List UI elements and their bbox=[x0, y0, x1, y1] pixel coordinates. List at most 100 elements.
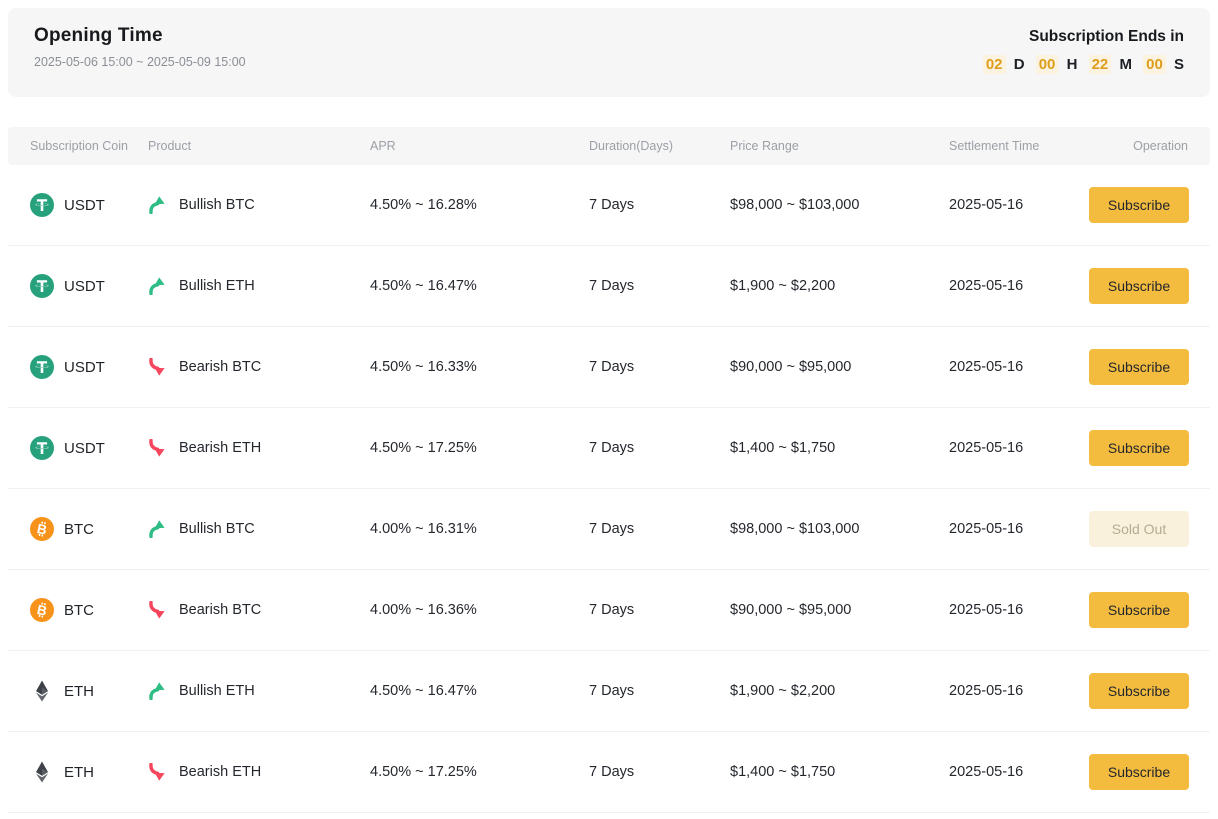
product-cell: Bullish ETH bbox=[148, 277, 370, 296]
column-header-subscription-coin: Subscription Coin bbox=[30, 139, 128, 153]
subscription-coin-cell: B USDT bbox=[30, 193, 148, 217]
subscription-coin-cell: B BTC bbox=[30, 598, 148, 622]
table-row: B ETH bbox=[8, 651, 1210, 732]
opening-time-card: Opening Time 2025-05-06 15:00 ~ 2025-05-… bbox=[8, 8, 1210, 97]
bullish-arrow-icon bbox=[148, 520, 166, 539]
settlement-time-value: 2025-05-16 bbox=[949, 521, 1024, 537]
subscribe-button[interactable]: Subscribe bbox=[1089, 187, 1189, 223]
apr-value: 4.50% ~ 17.25% bbox=[370, 764, 477, 780]
product-cell: Bullish BTC bbox=[148, 520, 370, 539]
coin-label: ETH bbox=[64, 682, 94, 700]
apr-value: 4.50% ~ 17.25% bbox=[370, 440, 477, 456]
bullish-arrow-icon bbox=[148, 196, 166, 215]
duration-value: 7 Days bbox=[589, 197, 635, 213]
subscription-coin-cell: B ETH bbox=[30, 679, 148, 703]
countdown-hours-unit: H bbox=[1066, 56, 1078, 73]
subscription-coin-cell: B USDT bbox=[30, 436, 148, 460]
sold-out-button: Sold Out bbox=[1089, 511, 1189, 547]
duration-value: 7 Days bbox=[589, 359, 635, 375]
bearish-arrow-icon bbox=[148, 762, 166, 781]
table-row: B BTC bbox=[8, 570, 1210, 651]
bearish-arrow-icon bbox=[148, 357, 166, 376]
svg-text:B: B bbox=[36, 521, 49, 538]
coin-label: USDT bbox=[64, 439, 105, 457]
settlement-time-value: 2025-05-16 bbox=[949, 278, 1024, 294]
usdt-icon bbox=[30, 436, 54, 460]
table-body: B USDT bbox=[8, 165, 1210, 813]
product-label: Bullish ETH bbox=[179, 683, 255, 699]
coin-label: USDT bbox=[64, 358, 105, 376]
subscribe-button[interactable]: Subscribe bbox=[1089, 754, 1189, 790]
usdt-icon bbox=[30, 274, 54, 298]
bullish-arrow-icon bbox=[148, 277, 166, 296]
settlement-time-value: 2025-05-16 bbox=[949, 197, 1024, 213]
product-cell: Bearish ETH bbox=[148, 438, 370, 457]
eth-icon bbox=[30, 760, 54, 784]
opening-time-range: 2025-05-06 15:00 ~ 2025-05-09 15:00 bbox=[34, 55, 246, 69]
countdown-days-unit: D bbox=[1013, 56, 1025, 73]
product-label: Bullish BTC bbox=[179, 521, 255, 537]
coin-label: USDT bbox=[64, 277, 105, 295]
column-header-operation: Operation bbox=[1133, 139, 1188, 153]
apr-value: 4.50% ~ 16.47% bbox=[370, 278, 477, 294]
column-header-duration: Duration(Days) bbox=[589, 139, 674, 153]
subscribe-button[interactable]: Subscribe bbox=[1089, 430, 1189, 466]
usdt-icon bbox=[30, 193, 54, 217]
coin-label: ETH bbox=[64, 763, 94, 781]
settlement-time-value: 2025-05-16 bbox=[949, 683, 1024, 699]
countdown-minutes: 22 bbox=[1088, 55, 1112, 74]
column-header-product: Product bbox=[148, 139, 192, 153]
price-range-value: $98,000 ~ $103,000 bbox=[730, 197, 860, 213]
duration-value: 7 Days bbox=[589, 683, 635, 699]
svg-text:B: B bbox=[36, 602, 49, 619]
countdown-days: 02 bbox=[982, 55, 1006, 74]
countdown-minutes-unit: M bbox=[1119, 56, 1132, 73]
subscription-table: Subscription Coin Product APR Duration(D… bbox=[8, 127, 1210, 813]
product-cell: Bearish BTC bbox=[148, 600, 370, 619]
bullish-arrow-icon bbox=[148, 682, 166, 701]
usdt-icon bbox=[30, 355, 54, 379]
product-label: Bearish ETH bbox=[179, 440, 262, 456]
price-range-value: $90,000 ~ $95,000 bbox=[730, 602, 852, 618]
bearish-arrow-icon bbox=[148, 600, 166, 619]
duration-value: 7 Days bbox=[589, 764, 635, 780]
price-range-value: $1,400 ~ $1,750 bbox=[730, 764, 836, 780]
apr-value: 4.50% ~ 16.33% bbox=[370, 359, 477, 375]
product-label: Bullish ETH bbox=[179, 278, 255, 294]
price-range-value: $90,000 ~ $95,000 bbox=[730, 359, 852, 375]
btc-icon: B bbox=[30, 517, 54, 541]
product-cell: Bearish BTC bbox=[148, 357, 370, 376]
product-label: Bearish BTC bbox=[179, 359, 262, 375]
table-row: B USDT bbox=[8, 408, 1210, 489]
apr-value: 4.50% ~ 16.28% bbox=[370, 197, 477, 213]
countdown-seconds: 00 bbox=[1143, 55, 1166, 74]
settlement-time-value: 2025-05-16 bbox=[949, 764, 1024, 780]
product-label: Bullish BTC bbox=[179, 197, 255, 213]
price-range-value: $98,000 ~ $103,000 bbox=[730, 521, 860, 537]
coin-label: USDT bbox=[64, 196, 105, 214]
product-cell: Bullish BTC bbox=[148, 196, 370, 215]
subscribe-button[interactable]: Subscribe bbox=[1089, 268, 1189, 304]
subscribe-button[interactable]: Subscribe bbox=[1089, 673, 1189, 709]
column-header-settlement-time: Settlement Time bbox=[949, 139, 1040, 153]
settlement-time-value: 2025-05-16 bbox=[949, 440, 1024, 456]
coin-label: BTC bbox=[64, 601, 94, 619]
btc-icon: B bbox=[30, 598, 54, 622]
subscribe-button[interactable]: Subscribe bbox=[1089, 592, 1189, 628]
table-row: B USDT bbox=[8, 246, 1210, 327]
price-range-value: $1,900 ~ $2,200 bbox=[730, 278, 836, 294]
subscription-coin-cell: B BTC bbox=[30, 517, 148, 541]
countdown-seconds-unit: S bbox=[1173, 56, 1184, 73]
product-cell: Bullish ETH bbox=[148, 682, 370, 701]
countdown-label: Subscription Ends in bbox=[1028, 28, 1184, 45]
countdown-timer: 02 D 00 H 22 M 00 S bbox=[982, 55, 1184, 74]
price-range-value: $1,400 ~ $1,750 bbox=[730, 440, 836, 456]
subscribe-button[interactable]: Subscribe bbox=[1089, 349, 1189, 385]
apr-value: 4.00% ~ 16.31% bbox=[370, 521, 477, 537]
price-range-value: $1,900 ~ $2,200 bbox=[730, 683, 836, 699]
product-label: Bearish BTC bbox=[179, 602, 262, 618]
subscription-coin-cell: B ETH bbox=[30, 760, 148, 784]
product-cell: Bearish ETH bbox=[148, 762, 370, 781]
settlement-time-value: 2025-05-16 bbox=[949, 602, 1024, 618]
coin-label: BTC bbox=[64, 520, 94, 538]
